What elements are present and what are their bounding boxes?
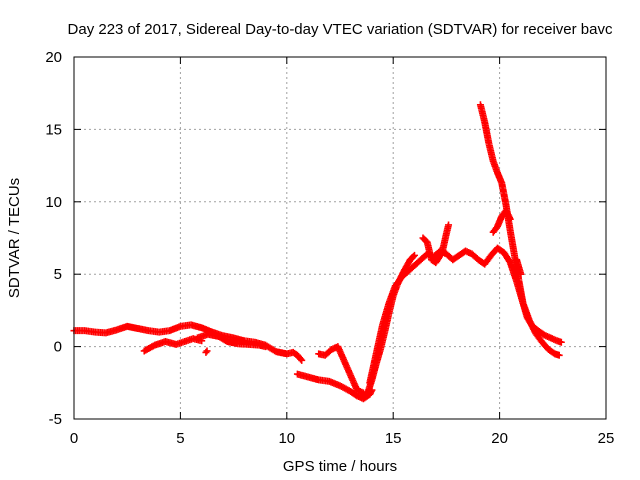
series-track-11 bbox=[489, 206, 514, 236]
data-point bbox=[555, 351, 563, 359]
axis-ticks: 0 5 10 15 20 25 -5 0 5 10 15 20 bbox=[45, 49, 614, 447]
data-point bbox=[437, 250, 445, 258]
x-tick-label: 10 bbox=[278, 430, 295, 447]
y-tick-label: 5 bbox=[54, 266, 62, 283]
data-point bbox=[517, 270, 525, 278]
x-axis-label: GPS time / hours bbox=[283, 458, 397, 475]
data-point bbox=[409, 252, 417, 260]
series-track-4 bbox=[202, 347, 211, 356]
x-tick-label: 15 bbox=[385, 430, 402, 447]
series-track-5 bbox=[293, 370, 376, 403]
x-tick-label: 20 bbox=[491, 430, 508, 447]
y-tick-label: 0 bbox=[54, 339, 62, 356]
x-tick-label: 5 bbox=[176, 430, 184, 447]
series-track-6 bbox=[315, 343, 367, 397]
data-point bbox=[202, 348, 210, 356]
y-tick-label: 10 bbox=[45, 194, 62, 211]
data-point bbox=[297, 355, 305, 363]
data-point bbox=[203, 347, 211, 355]
series-track-10 bbox=[476, 101, 565, 346]
y-axis-label: SDTVAR / TECUs bbox=[6, 178, 23, 298]
y-tick-label: 20 bbox=[45, 49, 62, 66]
data-point bbox=[506, 215, 514, 223]
y-tick-label: -5 bbox=[49, 411, 62, 428]
data-point bbox=[445, 221, 453, 229]
data-point bbox=[410, 251, 418, 259]
data-point bbox=[262, 343, 270, 351]
data-series bbox=[70, 101, 565, 403]
y-tick-label: 15 bbox=[45, 121, 62, 138]
series-track-12 bbox=[513, 256, 525, 278]
series-track-3 bbox=[193, 330, 270, 351]
plot-frame bbox=[73, 56, 607, 420]
x-tick-label: 0 bbox=[70, 430, 78, 447]
x-tick-label: 25 bbox=[598, 430, 615, 447]
chart-title: Day 223 of 2017, Sidereal Day-to-day VTE… bbox=[68, 21, 613, 38]
series-track-8 bbox=[366, 244, 563, 387]
data-point bbox=[298, 356, 306, 364]
data-point bbox=[557, 338, 565, 346]
grid-lines bbox=[74, 57, 606, 419]
series-track-9 bbox=[419, 221, 453, 267]
